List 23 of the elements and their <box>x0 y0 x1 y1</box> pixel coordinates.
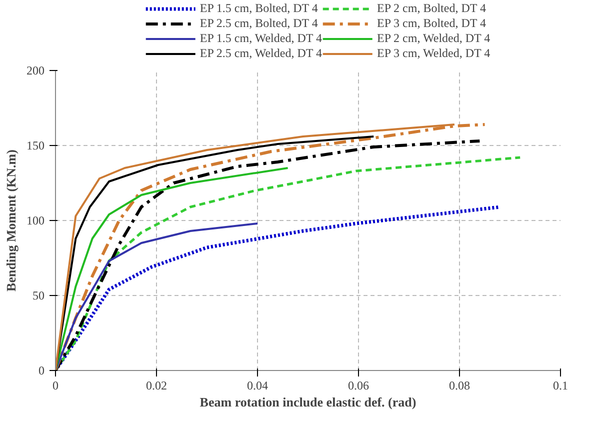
x-tick-label: 0.06 <box>348 378 369 392</box>
y-tick-label: 0 <box>38 364 44 378</box>
x-tick-label: 0.08 <box>449 378 470 392</box>
y-axis-title: Bending Moment (KN.m) <box>4 150 18 292</box>
y-tick-label: 150 <box>26 138 44 152</box>
legend-label: EP 2 cm, Welded, DT 4 <box>377 31 490 46</box>
legend-label: EP 1.5 cm, Welded, DT 4 <box>200 31 322 46</box>
legend-label: EP 1.5 cm, Bolted, DT 4 <box>200 1 318 16</box>
x-tick-label: 0.1 <box>553 378 568 392</box>
y-tick-label: 200 <box>26 64 44 78</box>
x-tick-label: 0.02 <box>146 378 167 392</box>
y-tick-label: 50 <box>32 288 44 302</box>
y-tick-label: 100 <box>26 214 44 228</box>
x-tick-label: 0 <box>52 378 58 392</box>
legend-label: EP 3 cm, Bolted, DT 4 <box>377 16 486 31</box>
x-axis-title: Beam rotation include elastic def. (rad) <box>200 394 416 410</box>
legend-label: EP 3 cm, Welded, DT 4 <box>377 46 490 61</box>
legend-label: EP 2.5 cm, Welded, DT 4 <box>200 46 322 61</box>
legend-label: EP 2 cm, Bolted, DT 4 <box>377 1 486 16</box>
legend-label: EP 2.5 cm, Bolted, DT 4 <box>200 16 318 31</box>
x-tick-label: 0.04 <box>247 378 268 392</box>
line-series <box>56 167 289 370</box>
line-series <box>56 222 258 370</box>
